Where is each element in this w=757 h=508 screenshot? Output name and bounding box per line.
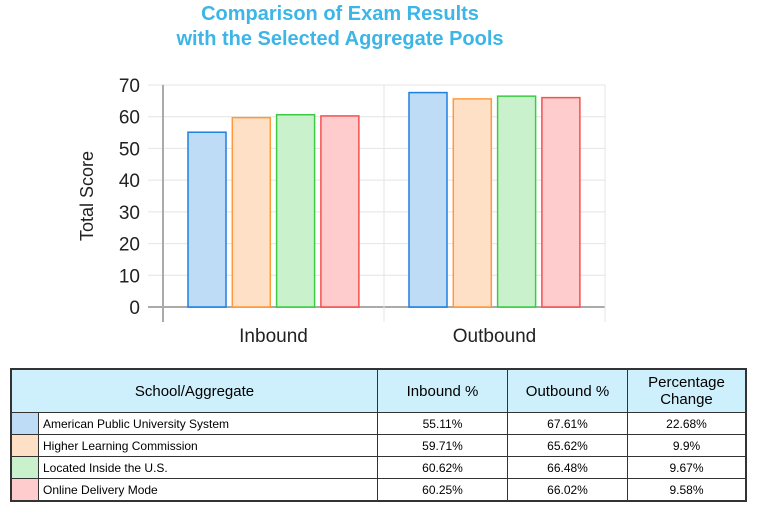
chart-title-line: with the Selected Aggregate Pools [176,28,504,50]
row-change: 9.58% [627,478,747,502]
row-inbound: 59.71% [377,434,508,457]
bar [275,113,316,308]
row-change: 9.9% [627,434,747,457]
x-tick-label: Outbound [453,326,536,347]
color-swatch [10,478,39,502]
table-row: Online Delivery Mode 60.25% 66.02% 9.58% [10,478,747,502]
table-row: American Public University System 55.11%… [10,412,747,435]
bar-chart: 0 10 20 30 40 50 60 70 Inbound Outbound Total Scor… [77,76,606,347]
row-change: 22.68% [627,412,747,435]
bar [408,91,448,308]
chart-title: Comparison of Exam Results with the Sele… [0,2,680,52]
results-table: School/Aggregate Inbound % Outbound % Pe… [10,368,747,502]
row-name: Located Inside the U.S. [38,456,378,479]
row-inbound: 60.25% [377,478,508,502]
row-name: Online Delivery Mode [38,478,378,502]
bar [452,98,493,308]
row-change: 9.67% [627,456,747,479]
row-outbound: 65.62% [507,434,628,457]
table-row: Higher Learning Commission 59.71% 65.62%… [10,434,747,457]
bar [541,96,581,308]
y-tick-label: 70 [119,76,140,97]
y-tick-label: 50 [119,139,140,160]
row-outbound: 66.48% [507,456,628,479]
bar [320,115,360,308]
y-tick-label: 60 [119,108,140,129]
bar [187,131,227,308]
bar [496,95,537,308]
chart-title-line: Comparison of Exam Results [201,3,479,25]
color-swatch [10,412,39,435]
color-swatch [10,456,39,479]
row-outbound: 66.02% [507,478,628,502]
y-tick-label: 0 [129,298,140,319]
header-school: School/Aggregate [10,368,378,413]
row-inbound: 60.62% [377,456,508,479]
table-row: Located Inside the U.S. 60.62% 66.48% 9.… [10,456,747,479]
row-name: American Public University System [38,412,378,435]
bar [231,116,272,308]
header-inbound: Inbound % [377,368,508,413]
header-outbound: Outbound % [507,368,628,413]
header-change: Percentage Change [627,368,747,413]
row-outbound: 67.61% [507,412,628,435]
row-name: Higher Learning Commission [38,434,378,457]
y-axis-label: Total Score [77,151,97,241]
y-tick-label: 10 [119,266,140,287]
x-tick-label: Inbound [239,326,308,347]
y-tick-label: 30 [119,203,140,224]
color-swatch [10,434,39,457]
row-inbound: 55.11% [377,412,508,435]
y-tick-label: 20 [119,235,140,256]
y-tick-label: 40 [119,171,140,192]
